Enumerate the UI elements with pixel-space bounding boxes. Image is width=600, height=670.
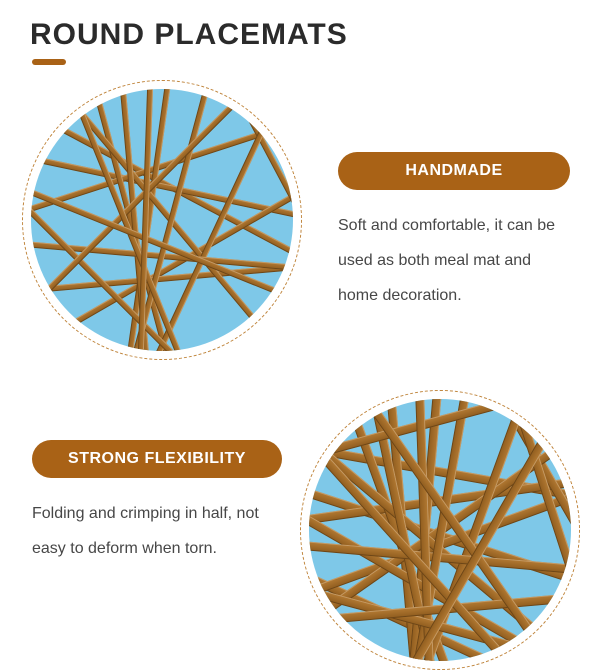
feature-label: STRONG FLEXIBILITY (32, 440, 282, 478)
feature-description: Soft and comfortable, it can be used as … (338, 208, 570, 314)
title-block: ROUND PLACEMATS (30, 18, 348, 70)
feature-handmade: HANDMADE Soft and comfortable, it can be… (338, 152, 570, 314)
product-photo-2-inner (309, 399, 571, 661)
feature-label: HANDMADE (338, 152, 570, 190)
feature-description: Folding and crimping in half, not easy t… (32, 496, 282, 566)
feature-flexibility: STRONG FLEXIBILITY Folding and crimping … (32, 440, 282, 566)
product-photo-1-inner (31, 89, 293, 351)
title-underline (32, 59, 66, 65)
product-photo-1 (22, 80, 302, 360)
page-title: ROUND PLACEMATS (30, 18, 348, 52)
product-photo-2 (300, 390, 580, 670)
